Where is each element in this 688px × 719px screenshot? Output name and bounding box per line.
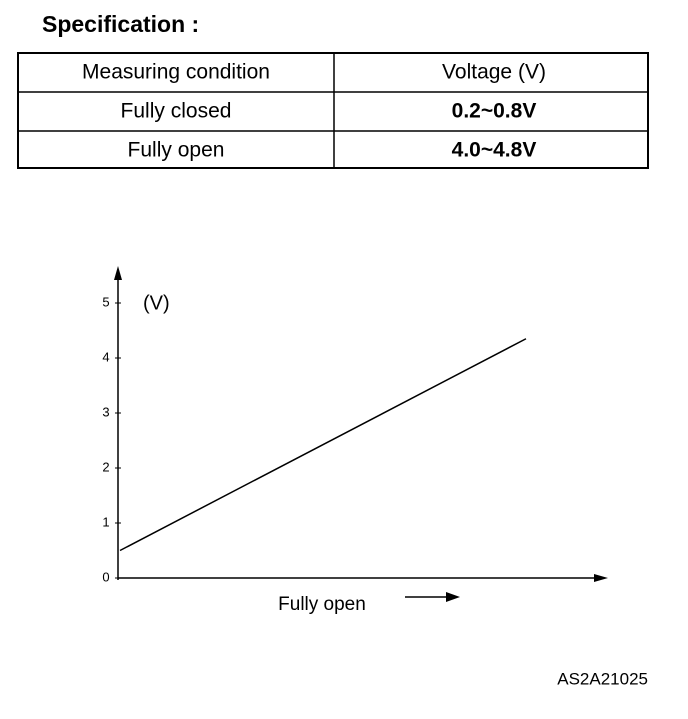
- y-tick-label: 1: [102, 514, 109, 529]
- x-axis-arrow: [594, 574, 608, 582]
- table-cell: 0.2~0.8V: [452, 100, 537, 123]
- y-tick-label: 4: [102, 349, 109, 364]
- spec-table: [17, 52, 649, 169]
- y-tick-label: 3: [102, 404, 109, 419]
- table-header: Measuring condition: [82, 61, 270, 84]
- table-cell: Fully closed: [121, 100, 232, 123]
- table-header: Voltage (V): [442, 61, 546, 84]
- y-tick-label: 0: [102, 569, 109, 584]
- y-tick-label: 5: [102, 294, 109, 309]
- voltage-line: [119, 338, 527, 552]
- table-cell: 4.0~4.8V: [452, 139, 537, 162]
- table-border: [17, 52, 649, 169]
- chart: (V) Fully open 0 1 2 3 4 5: [102, 266, 608, 615]
- y-axis-label: (V): [143, 292, 170, 314]
- x-axis-label: Fully open: [278, 594, 366, 615]
- direction-arrow-head: [446, 592, 460, 602]
- figure-code: AS2A21025: [557, 669, 648, 688]
- y-tick-label: 2: [102, 459, 109, 474]
- table-cell: Fully open: [128, 139, 225, 162]
- spec-title: Specification :: [42, 11, 199, 37]
- y-axis-arrow: [114, 266, 122, 280]
